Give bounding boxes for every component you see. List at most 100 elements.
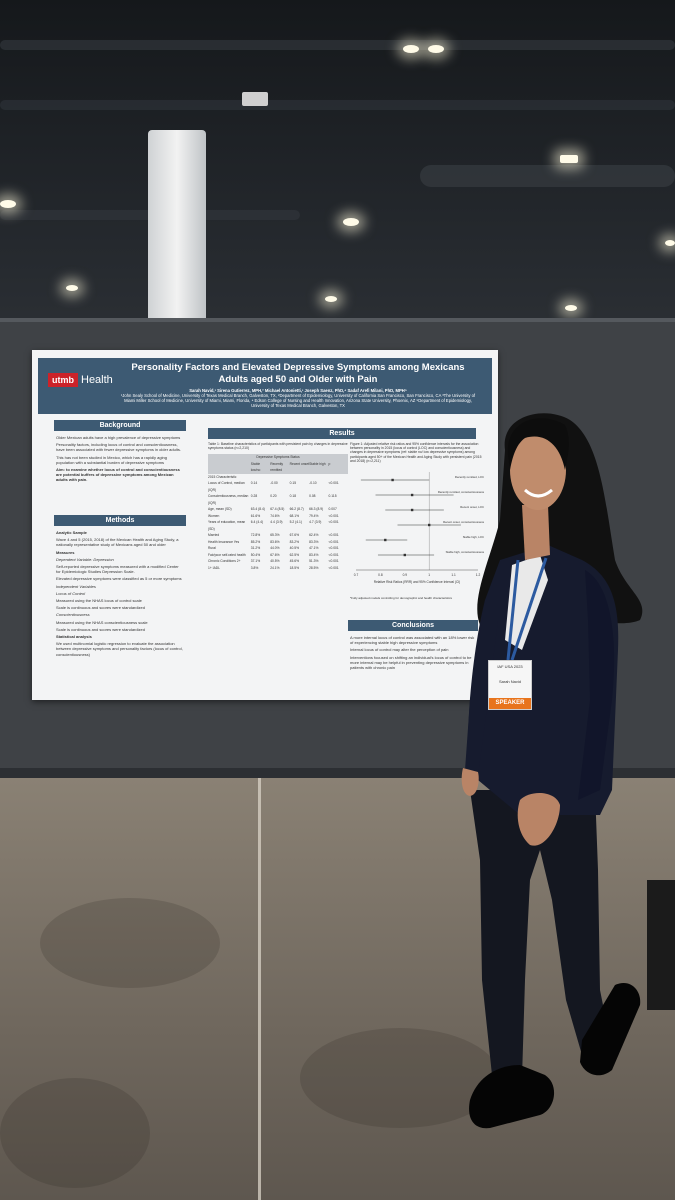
table-row: Age, mean (SD) 63.4 (8.4) 67.4 (8.5) 66.2 (… bbox=[208, 506, 348, 513]
affiliations: ¹John Sealy School of Medicine, Universi… bbox=[120, 393, 476, 408]
table-cell: 61.6% bbox=[250, 513, 261, 518]
floor bbox=[0, 778, 675, 1200]
table-cell: 40.5% bbox=[270, 559, 280, 563]
forest-label: Recent onset, LOC bbox=[460, 505, 484, 509]
table-header-row: Stable low/no Recently remitted Recent o… bbox=[208, 460, 348, 474]
methods-text: We used multinomial logistic regression … bbox=[56, 641, 183, 657]
badge-ribbon: SPEAKER bbox=[489, 698, 531, 709]
rr-point bbox=[428, 523, 431, 527]
rr-point bbox=[391, 478, 394, 482]
lanyard bbox=[506, 557, 548, 661]
table-cell: 5.2 (4.1) bbox=[289, 520, 302, 524]
table-cell: 63.4 (8.4) bbox=[250, 507, 265, 511]
table-row: Fair/poor self-rated health 50.4% 67.6% 62.… bbox=[208, 552, 348, 559]
ceiling-light bbox=[0, 200, 16, 208]
table-cell: 31.2% bbox=[250, 546, 261, 550]
conclusion-item: Internal locus of control may alter the … bbox=[350, 647, 449, 653]
table-cell: 6.4 (4.4) bbox=[250, 520, 264, 524]
easel-stand bbox=[647, 880, 675, 1010]
background-item: This has not been studied in Mexico, whi… bbox=[56, 454, 167, 465]
rr-point bbox=[410, 508, 414, 512]
poster-title: Personality Factors and Elevated Depress… bbox=[131, 362, 465, 385]
forest-tick-label: 1.1 bbox=[451, 573, 456, 577]
ceiling-duct bbox=[420, 165, 675, 187]
author-list: Sarah Navid,¹ Sirena Gutierrez, MPH,² Mi… bbox=[189, 388, 407, 393]
presenter-legs bbox=[470, 790, 610, 1078]
rr-point bbox=[384, 538, 387, 542]
table-cell: 24.1% bbox=[270, 565, 280, 570]
forest-plot: Recently remitted, LOC Recently remitted,… bbox=[354, 472, 485, 584]
floor-stain bbox=[40, 898, 220, 988]
forest-tick-label: 0.9 bbox=[403, 573, 408, 577]
background-body: Older Mexican adults have a high prevale… bbox=[56, 435, 184, 485]
table-row: Rural 31.2% 44.0% 40.5% 47.1% <0.001 bbox=[208, 545, 348, 552]
presenter-smile bbox=[523, 488, 553, 498]
table-cell: 0.08 bbox=[309, 494, 316, 498]
table-cell: <0.001 bbox=[328, 565, 339, 570]
presenter-neck bbox=[522, 505, 550, 560]
table-col: Recent onset bbox=[289, 461, 310, 466]
ceiling-duct bbox=[0, 100, 675, 110]
table-cell: 67.6% bbox=[270, 552, 280, 557]
forest-label: Stable high, conscientiousness bbox=[446, 550, 485, 554]
table-row: Married 72.8% 65.3% 67.6% 62.4% <0.001 bbox=[208, 532, 348, 539]
table-body: 2015 Characteristic Locus of Control, med… bbox=[208, 474, 348, 572]
background-aim: Aim: to examine whether locus of control… bbox=[56, 467, 180, 483]
forest-tick-label: 1 bbox=[428, 573, 430, 577]
table-caption: Table 1: Baseline characteristics of par… bbox=[208, 442, 348, 451]
research-poster: utmb Health Personality Factors and Elev… bbox=[32, 350, 498, 700]
poster-authors: Sarah Navid,¹ Sirena Gutierrez, MPH,² Mi… bbox=[118, 388, 478, 408]
table-cell: <0.001 bbox=[328, 513, 339, 518]
methods-text: Scale is continuous and scores were stan… bbox=[56, 626, 145, 632]
ceiling-light bbox=[325, 296, 337, 302]
table-cell: 0.14 bbox=[250, 481, 258, 485]
table-row: Conscientiousness, median (IQR) 0.28 0.20 0… bbox=[208, 493, 348, 506]
presenter-hand-left bbox=[461, 768, 479, 796]
presenter-hand-right bbox=[517, 793, 560, 846]
table-cell: 1+ IADL bbox=[208, 565, 221, 570]
table-cell: 28.5% bbox=[309, 565, 319, 570]
table-cell: 4.4 (3.9) bbox=[270, 520, 283, 524]
table-row: Health Insurance Yes 85.2% 83.6% 83.2% 83.3%… bbox=[208, 539, 348, 546]
forest-label: Stable high, LOC bbox=[463, 535, 484, 539]
table-cell: 40.5% bbox=[289, 546, 300, 550]
table-cell: Conscientiousness, median (IQR) bbox=[208, 494, 249, 505]
table-row: Women 61.6% 74.6% 68.1% 79.4% <0.001 bbox=[208, 513, 348, 520]
table-cell: 0.007 bbox=[328, 507, 337, 511]
ceiling-light bbox=[428, 45, 444, 53]
table-cell: 67.4 (8.5) bbox=[270, 507, 285, 511]
presenter-shoe-left bbox=[469, 1065, 555, 1129]
table-cell: 18.5% bbox=[289, 565, 300, 570]
table-cell: 83.6% bbox=[270, 539, 280, 544]
table-cell: 4.7 (3.9) bbox=[309, 520, 322, 524]
logo-word: Health bbox=[81, 374, 113, 386]
table-cell: Married bbox=[208, 533, 220, 537]
table-cell: Women bbox=[208, 513, 220, 518]
figure-footnote: *Fully adjusted models controlling for d… bbox=[350, 596, 453, 600]
methods-subheading: Statistical analysis bbox=[56, 634, 92, 640]
methods-heading: Methods bbox=[54, 515, 186, 526]
table-cell: 0.28 bbox=[250, 494, 258, 498]
conclusions-body: A more internal locus of control was ass… bbox=[350, 635, 478, 672]
floor-stain bbox=[0, 1078, 150, 1188]
ceiling-light bbox=[665, 240, 675, 246]
name-badge: IAF USA 2023 Sarah Navid SPEAKER bbox=[488, 660, 532, 710]
ceiling-light bbox=[403, 45, 419, 53]
table-cell: Fair/poor self-rated health bbox=[208, 552, 246, 557]
ceiling-light bbox=[66, 285, 78, 291]
table-cell: 74.6% bbox=[270, 513, 280, 518]
methods-subheading: Analytic Sample bbox=[56, 530, 87, 535]
table-row: 1+ IADL 3.8% 24.1% 18.5% 28.5% <0.001 bbox=[208, 565, 348, 572]
ceiling-light bbox=[242, 92, 268, 106]
table-cell: Rural bbox=[208, 546, 216, 550]
table-cell: <0.001 bbox=[328, 552, 339, 557]
rr-point bbox=[410, 493, 414, 497]
presenter-jacket bbox=[468, 545, 619, 815]
table-cell: 45.6% bbox=[289, 559, 300, 563]
table-cell: 50.4% bbox=[250, 552, 261, 557]
methods-subheading: Independent Variables bbox=[56, 583, 96, 589]
background-item: Older Mexican adults have a high prevale… bbox=[56, 435, 181, 440]
poster-board-base bbox=[0, 768, 675, 778]
forest-label: Recently remitted, LOC bbox=[455, 475, 484, 479]
